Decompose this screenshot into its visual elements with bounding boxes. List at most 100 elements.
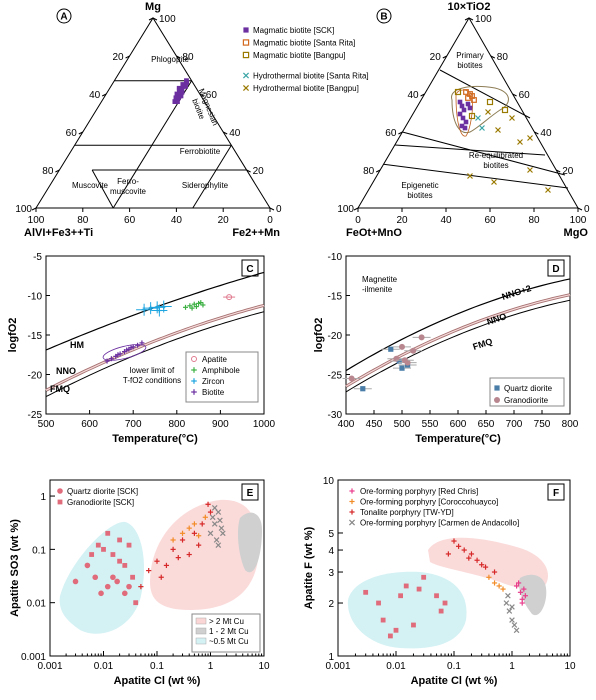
data-point-granodiorite [95,542,101,548]
data-point-biotite-sck [172,99,178,104]
data-point-biotite [128,345,134,351]
data-point-granodiorite [418,334,425,341]
x-tick-label: 1 [509,661,515,672]
field-boundary [439,69,531,119]
data-point-porphyry [491,569,498,575]
legend-swatch [195,637,207,645]
x-axis-label: Apatite Cl (wt %) [114,675,201,687]
legend-label: Ore-forming porphyry [Red Chris] [360,487,478,496]
data-point-granodiorite [117,558,123,564]
data-point-zircon [161,304,167,310]
legend-label: > 2 Mt Cu [209,617,244,626]
legend-label: Granodiorite [SCK] [67,498,134,507]
annotation: lower limit of [130,366,175,375]
ternary-outline [35,17,271,209]
data-point-biotite-sck [176,87,182,93]
x-tick-label: 800 [168,419,185,430]
tick-mark [101,93,107,97]
data-point-granodiorite [130,574,136,580]
y-tick-label: -10 [328,252,343,263]
curve-label-nno-plus-2: NNO+2 [501,283,533,302]
data-point-hydro-bangpu [485,109,491,115]
panel-letter-box [241,483,259,501]
data-point-porphyry [138,584,144,590]
legend-marker [242,72,250,79]
tick-label-left: 60 [385,128,397,139]
data-point-porphyry [513,583,520,589]
field-label-ferrobiotite: Ferrobiotite [180,147,221,156]
data-point-grey-stroke [218,525,225,531]
data-point-hydro-bangpu-stroke [509,115,515,121]
data-point-porphyry [522,593,528,599]
panel-letter-box [547,483,565,501]
legend-box [185,351,259,403]
data-point-granodiorite [410,347,417,354]
tick-label-bottom: 20 [396,215,408,226]
data-point-sck [459,123,465,129]
y-tick-label: 1 [40,492,46,503]
y-tick-label: -25 [328,371,343,382]
x-tick-label: 10 [564,661,576,672]
x-tick-label: 0.001 [325,661,350,672]
legend-label: Magmatic biotite [Santa Rita] [253,39,355,48]
x-tick-label: 0.1 [447,661,461,672]
tick-label-bottom: 0 [355,215,361,226]
data-point-hydro-bangpu [467,173,473,179]
curve-label-fmq: FMQ [50,384,70,394]
tick-label-left: 100 [15,204,32,215]
tick-mark [55,169,60,173]
legend-label: Tonalite porphyry [TW-YD] [360,508,454,517]
tick-label-right: 60 [519,90,531,101]
data-point-porphyry [199,521,205,527]
data-point-sck [393,627,399,633]
data-point-carmen-stroke [513,627,520,634]
data-point-hydro-bangpu [509,115,515,121]
panel-letter-box [547,259,565,277]
tick-mark [512,93,517,97]
data-point-granodiorite [122,563,128,568]
data-point-hydro-bangpu-stroke [527,135,533,141]
data-point-porphyry [500,586,506,592]
data-point-sck [457,111,463,117]
data-point-bangpu [468,112,476,120]
data-point-biotite [104,358,110,364]
panel-letter: E [247,488,254,499]
field-boundary [192,145,232,209]
legend-marker [191,356,197,362]
data-point-quartz-diorite [104,583,111,590]
data-point-santa-rita [471,97,477,103]
data-point-porphyry [455,543,462,549]
data-point-porphyry [445,551,451,557]
legend-marker [57,499,63,505]
data-point-biotite-sck [174,91,180,97]
data-point-carmen [506,608,513,614]
x-tick-label: 0.1 [150,661,164,672]
curve-label-fmq: FMQ [472,336,494,352]
data-point-porphyry [158,574,164,580]
data-point-biotite [115,352,121,358]
data-point-granodiorite [399,343,405,350]
field-label-primary: biotites [457,61,482,70]
tick-mark [353,207,359,211]
x-axis-label: Temperature(°C) [415,433,501,445]
x-axis-label: Temperature(°C) [112,433,198,445]
x-tick-label: 600 [81,419,98,430]
legend-marker [57,488,63,494]
data-point-sck [462,125,468,131]
data-point-porphyry [207,509,214,515]
data-point-sck [460,115,466,121]
data-point-sck [380,617,386,623]
data-point-grey [207,530,214,537]
data-point-carmen [509,617,515,623]
y-tick-label: -5 [33,252,42,263]
envelope-1-2mt [237,512,262,573]
curve-label-nno: NNO [486,311,508,327]
tick-label-left: 80 [363,166,375,177]
data-point-porphyry [521,586,527,592]
data-point-sck [442,600,448,606]
data-point-hydro-bangpu-stroke [545,187,551,193]
data-point-biotite-sck [184,78,189,84]
panel-letter-circle [56,8,72,24]
data-point-carmen-stroke [511,622,518,628]
annotation: T-fO2 conditions [123,376,181,385]
